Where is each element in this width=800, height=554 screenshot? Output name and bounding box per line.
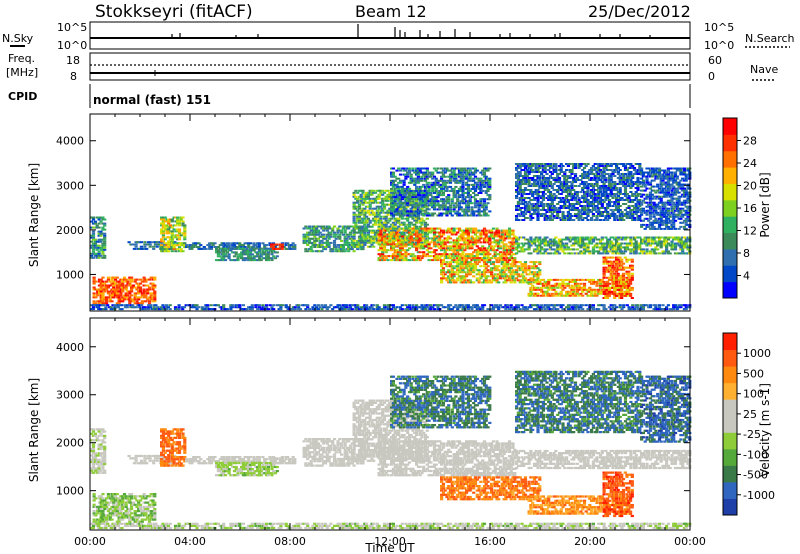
x-tick-label: 20:00	[574, 535, 606, 548]
colorbar-tick-label: 1000	[743, 347, 771, 360]
colorbar-swatch	[723, 232, 737, 250]
colorbar-swatch	[723, 118, 737, 135]
colorbar-swatch	[723, 183, 737, 201]
colorbar-swatch	[723, 399, 737, 417]
beam-label: Beam 12	[355, 2, 427, 21]
power-panel: 1000 2000 3000 4000	[56, 113, 692, 312]
colorbar-tick-label: 12	[743, 225, 757, 238]
colorbar-swatch	[723, 265, 737, 283]
y-tick-label: 4000	[56, 341, 84, 354]
freq-tick-bottom: 8	[70, 70, 77, 83]
colorbar-tick-label: 25	[743, 408, 757, 421]
colorbar-swatch	[723, 150, 737, 168]
velocity-panel: 1000 2000 3000 4000 00:00 04:00 08:00 12:00 16:0…	[56, 317, 706, 548]
colorbar-tick-label: 16	[743, 202, 757, 215]
plot-title: Stokkseyri (fitACF)	[95, 2, 253, 22]
colorbar-swatch	[723, 349, 737, 367]
nsearch-label: N.Search	[745, 32, 795, 45]
colorbar-swatch	[723, 333, 737, 351]
nave-tick-top: 60	[708, 54, 722, 67]
power-ylabel: Slant Range [km]	[27, 163, 41, 267]
nsky-right-tick-top: 10^5	[704, 21, 734, 34]
y-tick-label: 2000	[56, 437, 84, 450]
x-tick-label: 00:00	[74, 535, 106, 548]
colorbar-tick-label: -500	[743, 469, 768, 482]
colorbar-tick-label: 24	[743, 157, 757, 170]
x-tick-label: 12:00	[374, 535, 406, 548]
x-tick-label: 16:00	[474, 535, 506, 548]
power-echo-cells	[90, 163, 692, 311]
nave-label: Nave	[750, 63, 778, 76]
velocity-colorbar-label: Velocity [m s-1]	[758, 383, 772, 477]
colorbar-tick-label: 100	[743, 388, 764, 401]
colorbar-swatch	[723, 366, 737, 384]
colorbar-swatch	[723, 432, 737, 450]
date-label: 25/Dec/2012	[588, 2, 691, 21]
nsky-panel: N.Sky 10^5 10^0 10^5 10^0 N.Search	[2, 21, 795, 52]
y-tick-label: 4000	[56, 135, 84, 148]
colorbar-swatch	[723, 199, 737, 217]
colorbar-tick-label: 28	[743, 135, 757, 148]
colorbar-swatch	[723, 248, 737, 266]
colorbar-swatch	[723, 216, 737, 234]
nsky-right-tick-bottom: 10^0	[704, 39, 734, 52]
nsky-tick-top: 10^5	[57, 21, 87, 34]
colorbar-swatch	[723, 134, 737, 152]
nave-tick-bottom: 0	[708, 70, 715, 83]
cpid-text: normal (fast) 151	[93, 93, 211, 107]
colorbar-swatch	[723, 465, 737, 483]
colorbar-swatch	[723, 415, 737, 433]
freq-panel: Freq. [MHz] 18 8 60 0 Nave	[6, 52, 778, 83]
colorbar-tick-label: -1000	[743, 489, 775, 502]
y-tick-label: 1000	[56, 485, 84, 498]
colorbar-tick-label: 500	[743, 367, 764, 380]
velocity-echo-cells	[90, 370, 692, 530]
x-tick-label: 04:00	[174, 535, 206, 548]
freq-tick-top: 18	[66, 54, 80, 67]
xaxis-label: Time UT	[364, 541, 415, 554]
y-tick-label: 1000	[56, 268, 84, 281]
power-colorbar-label: Power [dB]	[758, 172, 772, 237]
x-tick-label: 00:00	[674, 535, 706, 548]
colorbar-swatch	[723, 167, 737, 184]
nsky-tick-bottom: 10^0	[57, 39, 87, 52]
freq-label-2: [MHz]	[6, 66, 38, 79]
colorbar-swatch	[723, 382, 737, 400]
colorbar-swatch	[723, 481, 737, 499]
nsky-label: N.Sky	[2, 32, 34, 45]
colorbar-tick-label: -100	[743, 448, 768, 461]
y-tick-label: 2000	[56, 224, 84, 237]
colorbar-tick-label: -25	[743, 428, 761, 441]
y-tick-label: 3000	[56, 389, 84, 402]
power-colorbar: 4 8 12 16 20 24 28	[722, 117, 757, 299]
velocity-colorbar: 1000 500 100 25 -25 -100 -500 -1000	[722, 332, 775, 516]
colorbar-swatch	[723, 498, 737, 516]
cpid-label: CPID	[8, 90, 37, 103]
velocity-ylabel: Slant Range [km]	[27, 378, 41, 482]
freq-label-1: Freq.	[8, 52, 35, 65]
colorbar-swatch	[723, 281, 737, 299]
x-tick-label: 08:00	[274, 535, 306, 548]
colorbar-tick-label: 8	[743, 247, 750, 260]
colorbar-tick-label: 20	[743, 180, 757, 193]
y-tick-label: 3000	[56, 179, 84, 192]
colorbar-tick-label: 4	[743, 270, 750, 283]
colorbar-swatch	[723, 448, 737, 466]
